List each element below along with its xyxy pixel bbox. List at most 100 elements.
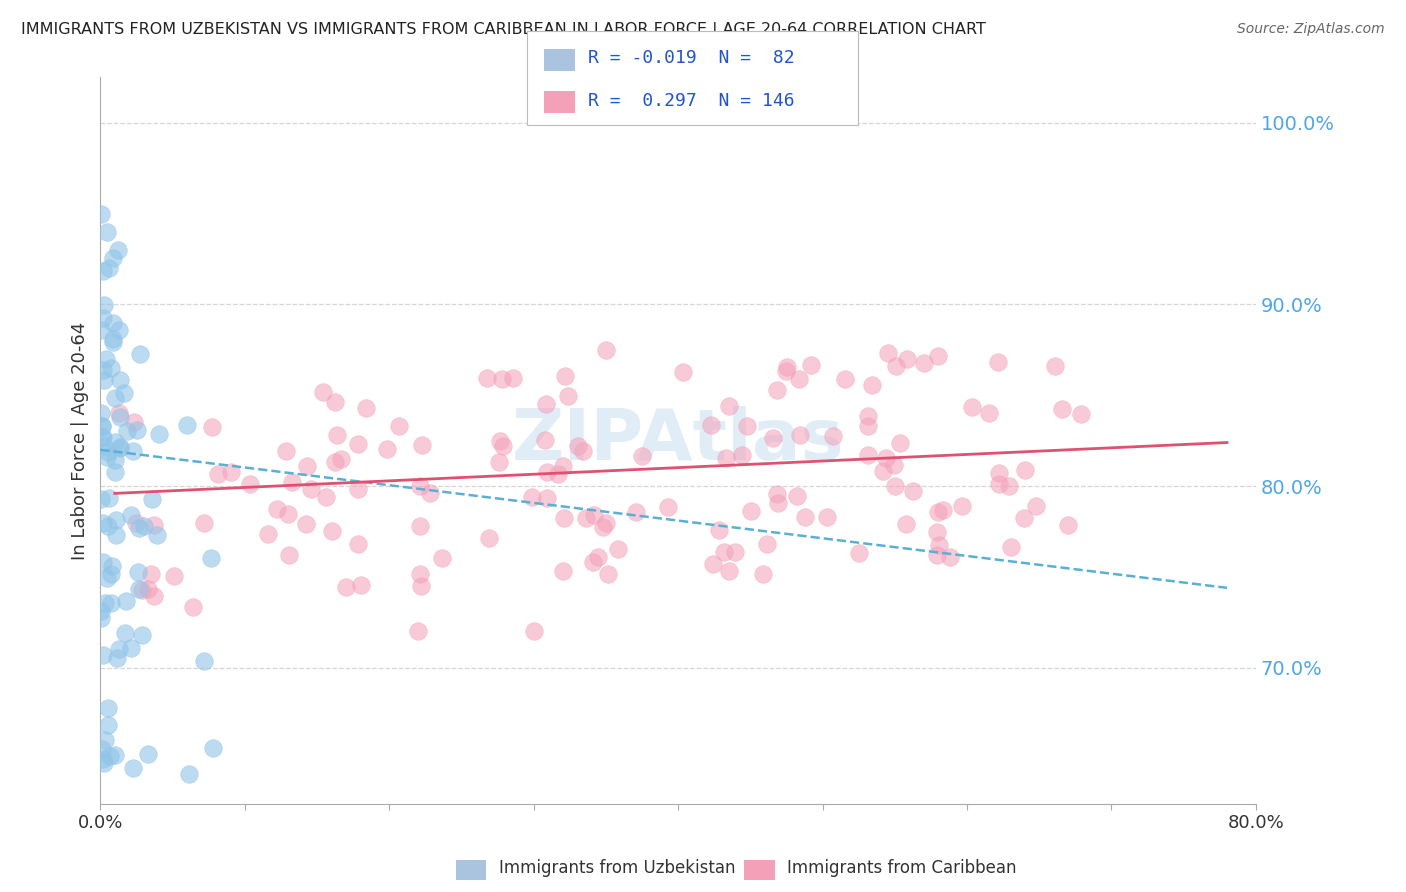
Point bbox=[108, 323, 131, 337]
Point bbox=[93, 298, 115, 312]
Point bbox=[884, 359, 907, 374]
Point bbox=[321, 524, 343, 538]
Point bbox=[672, 364, 695, 378]
Point bbox=[141, 492, 163, 507]
Point bbox=[96, 450, 118, 464]
Point bbox=[731, 448, 754, 462]
Point bbox=[595, 516, 617, 530]
Point bbox=[939, 550, 962, 565]
Point bbox=[409, 579, 432, 593]
Point bbox=[987, 466, 1010, 480]
Y-axis label: In Labor Force | Age 20-64: In Labor Force | Age 20-64 bbox=[72, 322, 89, 560]
Point bbox=[193, 654, 215, 668]
Point bbox=[889, 436, 911, 450]
Point bbox=[523, 624, 546, 639]
Point bbox=[91, 430, 114, 444]
Text: Source: ZipAtlas.com: Source: ZipAtlas.com bbox=[1237, 22, 1385, 37]
Point bbox=[478, 531, 501, 545]
Point bbox=[181, 599, 204, 614]
Point bbox=[91, 555, 114, 569]
Point bbox=[256, 527, 278, 541]
Point bbox=[97, 717, 120, 731]
Point bbox=[107, 406, 129, 420]
Point bbox=[786, 489, 808, 503]
Point bbox=[375, 442, 398, 456]
Point bbox=[547, 467, 569, 482]
Point bbox=[91, 310, 114, 325]
Point bbox=[927, 524, 949, 539]
Point bbox=[136, 747, 159, 761]
Point bbox=[139, 566, 162, 581]
Point bbox=[716, 451, 738, 466]
Point bbox=[896, 351, 918, 366]
Point bbox=[108, 440, 131, 454]
Point bbox=[128, 582, 150, 596]
Point bbox=[624, 505, 647, 519]
Point bbox=[1014, 463, 1036, 477]
Point bbox=[90, 419, 112, 434]
Point bbox=[347, 482, 370, 496]
Point bbox=[91, 418, 114, 433]
Point bbox=[100, 596, 122, 610]
Point bbox=[752, 566, 775, 581]
Point bbox=[266, 502, 288, 516]
Point bbox=[100, 567, 122, 582]
Point bbox=[872, 464, 894, 478]
Point bbox=[125, 423, 148, 437]
Point bbox=[388, 418, 411, 433]
Point bbox=[354, 401, 377, 416]
Point bbox=[104, 748, 127, 763]
Point bbox=[776, 359, 799, 374]
Point bbox=[136, 582, 159, 597]
Point bbox=[551, 565, 574, 579]
Point bbox=[717, 564, 740, 578]
Point bbox=[200, 551, 222, 566]
Point bbox=[93, 756, 115, 770]
Point bbox=[323, 394, 346, 409]
Point bbox=[96, 225, 118, 239]
Point bbox=[201, 740, 224, 755]
Point bbox=[787, 372, 810, 386]
Point bbox=[94, 596, 117, 610]
Point bbox=[875, 451, 897, 466]
Point bbox=[120, 641, 142, 656]
Point bbox=[91, 648, 114, 662]
Point bbox=[146, 527, 169, 541]
Text: R = -0.019  N =  82: R = -0.019 N = 82 bbox=[588, 49, 794, 68]
Point bbox=[325, 427, 347, 442]
Point bbox=[96, 571, 118, 585]
Point bbox=[114, 626, 136, 640]
Point bbox=[492, 440, 515, 454]
Point bbox=[932, 503, 955, 517]
Point bbox=[489, 434, 512, 448]
Point bbox=[277, 508, 299, 522]
Point bbox=[582, 555, 605, 569]
Point bbox=[553, 510, 575, 524]
Point bbox=[533, 433, 555, 447]
Point bbox=[502, 371, 524, 385]
Point bbox=[350, 578, 373, 592]
Point bbox=[588, 549, 610, 564]
Point bbox=[90, 430, 112, 444]
Point bbox=[90, 492, 112, 507]
Point bbox=[927, 349, 949, 363]
Point bbox=[419, 485, 441, 500]
Point bbox=[101, 332, 124, 346]
Point bbox=[122, 761, 145, 775]
Point bbox=[567, 439, 589, 453]
Point bbox=[97, 700, 120, 714]
Point bbox=[294, 517, 316, 532]
Point bbox=[335, 580, 357, 594]
Point bbox=[277, 548, 299, 562]
Point bbox=[1025, 499, 1047, 513]
Point bbox=[848, 546, 870, 560]
Point bbox=[347, 537, 370, 551]
Point bbox=[856, 409, 879, 423]
Point bbox=[312, 384, 335, 399]
Point bbox=[925, 548, 948, 562]
Point bbox=[789, 428, 811, 442]
Point bbox=[295, 458, 318, 473]
Point bbox=[883, 458, 905, 472]
Point bbox=[409, 519, 432, 533]
Point bbox=[98, 261, 121, 276]
